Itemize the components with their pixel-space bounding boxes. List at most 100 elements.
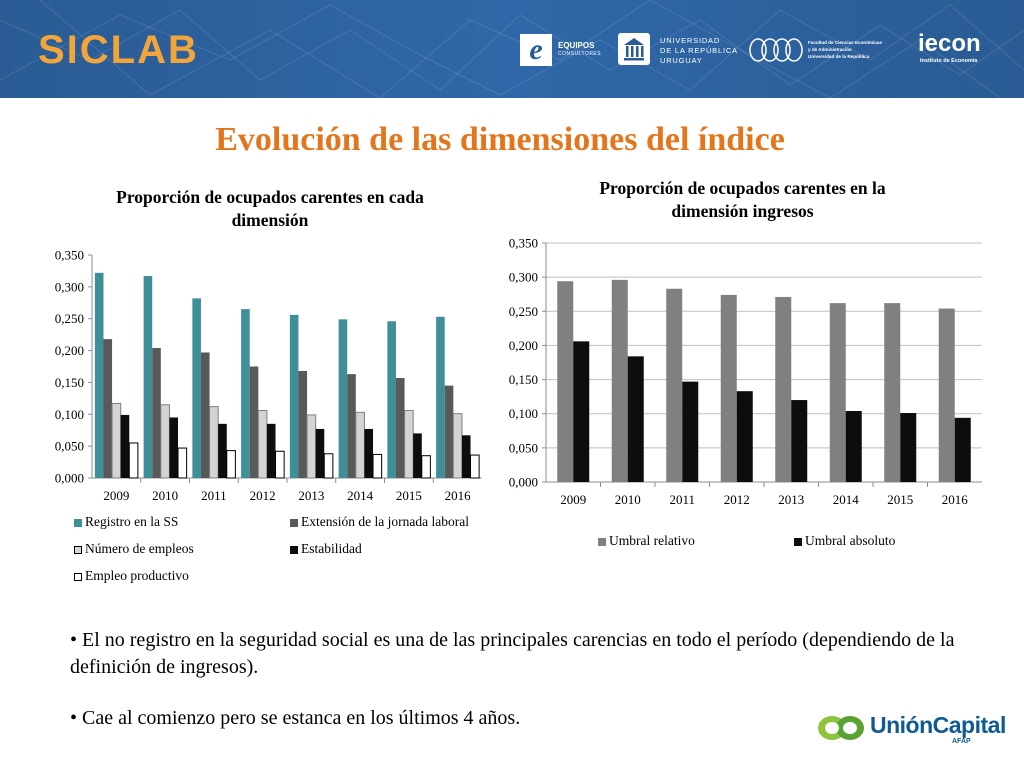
- y-tick-label: 0,000: [509, 475, 538, 490]
- legend-label: Umbral relativo: [609, 533, 695, 548]
- slide-title: Evolución de las dimensiones del índice: [215, 121, 785, 158]
- udelar-logo: UNIVERSIDAD DE LA REPÚBLICA URUGUAY: [618, 30, 738, 68]
- union-capital-mark-icon: [818, 716, 864, 740]
- bullet-item: • Cae al comienzo pero se estanca en los…: [70, 707, 521, 729]
- legend-label: Umbral absoluto: [805, 533, 896, 548]
- bullet-list: • El no registro en la seguridad social …: [70, 627, 970, 732]
- union-capital-logo: UniónCapital AFAP: [816, 710, 1006, 754]
- bar: [845, 410, 862, 482]
- bar: [829, 303, 846, 482]
- legend-item: Empleo productivo: [74, 568, 189, 584]
- legend-swatch: [290, 545, 298, 554]
- bar: [266, 423, 276, 478]
- x-tick-label: 2010: [615, 492, 641, 507]
- bullet-item: • El no registro en la seguridad social …: [70, 629, 955, 678]
- x-tick-label: 2015: [887, 492, 913, 507]
- bar: [666, 288, 683, 482]
- y-tick-label: 0,300: [55, 279, 84, 294]
- bar: [338, 319, 348, 478]
- legend-label: Empleo productivo: [85, 568, 189, 583]
- y-tick-label: 0,300: [509, 270, 538, 285]
- siclab-logo: SICLAB: [38, 28, 199, 72]
- bar: [444, 385, 454, 478]
- y-tick-label: 0,050: [55, 439, 84, 454]
- bar: [226, 450, 236, 479]
- legend-swatch: [794, 537, 802, 546]
- y-tick-label: 0,350: [509, 236, 538, 251]
- legend-swatch: [290, 518, 298, 527]
- legend-label: Registro en la SS: [85, 514, 179, 529]
- equipos-consultores-logo: e EQUIPOS CONSULTORES: [520, 30, 601, 68]
- x-tick-label: 2011: [201, 488, 227, 503]
- y-tick-label: 0,100: [509, 406, 538, 421]
- legend-item: Registro en la SS: [74, 514, 178, 530]
- legend-swatch: [598, 537, 606, 546]
- legend-label: Número de empleos: [85, 541, 194, 556]
- iecon-logo: iecon Instituto de Economía: [918, 30, 981, 65]
- header-banner: SICLAB e EQUIPOS CONSULTORES UNIVERSIDAD…: [0, 0, 1024, 98]
- legend-item: Extensión de la jornada laboral: [290, 514, 469, 530]
- bar: [103, 339, 113, 478]
- bar: [387, 321, 396, 478]
- bar: [143, 276, 153, 478]
- bar: [791, 400, 808, 482]
- bar: [111, 402, 122, 479]
- bar: [627, 356, 644, 482]
- bar: [720, 294, 737, 482]
- bar: [323, 453, 334, 479]
- x-tick-label: 2009: [103, 488, 129, 503]
- bar: [120, 414, 130, 478]
- x-tick-label: 2014: [347, 488, 374, 503]
- bar: [177, 447, 188, 479]
- bar: [884, 303, 901, 482]
- y-tick-label: 0,200: [55, 343, 84, 358]
- legend-swatch: [74, 518, 82, 527]
- x-tick-label: 2012: [250, 488, 276, 503]
- bar: [421, 455, 431, 479]
- chart-2-title: Proporción de ocupados carentes en la di…: [599, 178, 886, 221]
- x-tick-label: 2013: [778, 492, 804, 507]
- bar: [395, 377, 405, 478]
- bar: [775, 296, 792, 482]
- y-tick-label: 0,250: [509, 304, 538, 319]
- x-tick-label: 2012: [724, 492, 750, 507]
- bar: [192, 298, 201, 478]
- bar: [298, 370, 308, 478]
- x-tick-label: 2010: [152, 488, 178, 503]
- bar: [461, 435, 471, 478]
- bar: [573, 341, 590, 482]
- legend-swatch: [74, 545, 82, 554]
- bar: [682, 381, 699, 482]
- y-tick-label: 0,100: [55, 407, 84, 422]
- legend-item: Umbral relativo: [598, 533, 695, 549]
- bar: [436, 316, 445, 478]
- network-pattern: [0, 0, 1024, 98]
- bar: [249, 366, 259, 478]
- bar: [128, 442, 139, 479]
- bar: [347, 374, 356, 478]
- legend-swatch: [74, 572, 82, 581]
- x-tick-label: 2016: [445, 488, 472, 503]
- x-tick-label: 2014: [833, 492, 860, 507]
- bar: [413, 433, 422, 478]
- x-tick-label: 2009: [560, 492, 586, 507]
- y-tick-label: 0,350: [55, 248, 84, 263]
- x-tick-label: 2015: [396, 488, 422, 503]
- bar: [736, 391, 753, 482]
- equipos-e-icon: e: [520, 34, 552, 66]
- bar: [315, 428, 325, 478]
- bar: [372, 453, 383, 479]
- bar: [938, 308, 955, 482]
- bar: [218, 423, 227, 478]
- bar: [954, 417, 971, 482]
- university-seal-icon: [618, 33, 650, 65]
- fcea-rings-icon: [749, 38, 803, 62]
- legend-item: Estabilidad: [290, 541, 362, 557]
- y-tick-label: 0,200: [509, 338, 538, 353]
- y-tick-label: 0,050: [509, 440, 538, 455]
- legend-label: Estabilidad: [301, 541, 362, 556]
- x-tick-label: 2013: [298, 488, 324, 503]
- y-tick-label: 0,000: [55, 471, 84, 486]
